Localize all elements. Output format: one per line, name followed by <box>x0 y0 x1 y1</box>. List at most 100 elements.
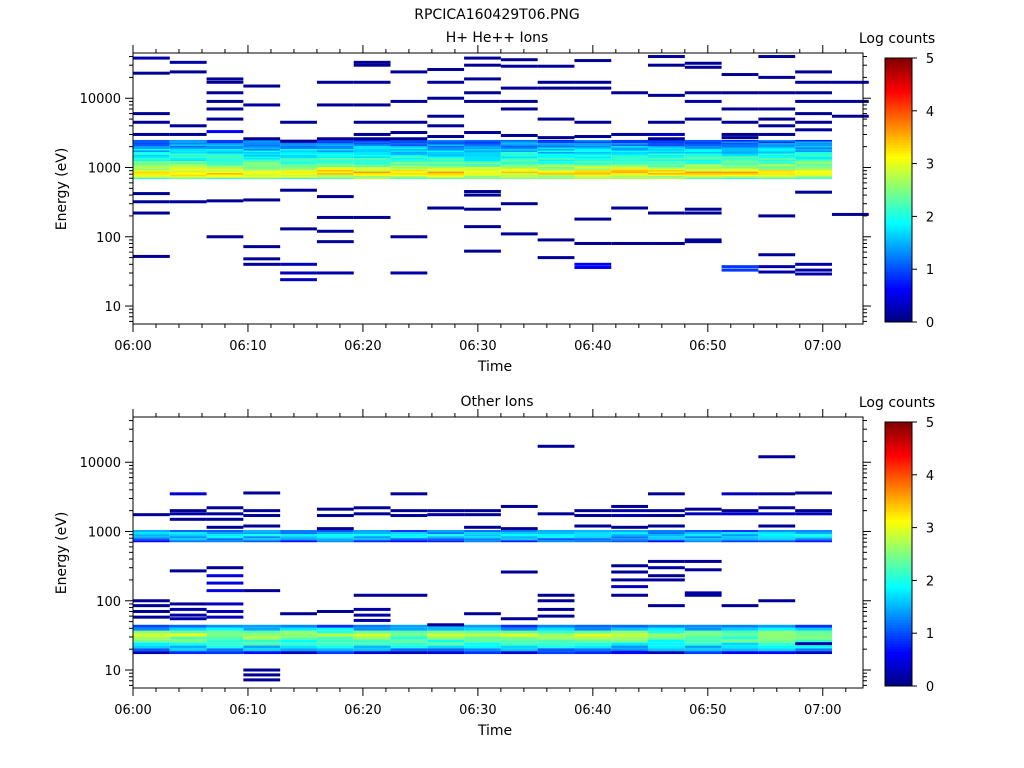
colorbar-segment <box>885 593 912 597</box>
colorbar-segment <box>885 493 912 497</box>
heatmap-cell <box>721 120 759 124</box>
heatmap-cell <box>390 99 428 103</box>
band-cell <box>464 168 501 171</box>
colorbar-segment <box>885 622 912 626</box>
heatmap-cell <box>831 114 869 118</box>
band-cell <box>500 177 538 180</box>
band-cell <box>537 151 575 154</box>
band-cell <box>133 170 170 172</box>
band-cell <box>243 534 281 537</box>
heatmap-cell <box>537 444 575 448</box>
band-cell <box>684 167 722 169</box>
low-band-cell <box>500 633 538 637</box>
colorbar-segment <box>885 314 912 318</box>
band-cell <box>427 139 465 142</box>
low-band-cell <box>390 642 428 646</box>
heatmap-cell <box>133 615 170 619</box>
colorbar-segment <box>885 633 912 637</box>
x-tick-label: 06:10 <box>229 339 266 354</box>
band-cell <box>316 168 354 171</box>
colorbar-tick-label: 1 <box>926 627 934 642</box>
heatmap-cell <box>537 64 575 68</box>
band-cell <box>316 145 354 148</box>
band-cell <box>648 176 685 178</box>
band-cell <box>427 147 465 149</box>
heatmap-cell <box>500 527 538 531</box>
band-cell <box>500 161 538 163</box>
heatmap-cell <box>537 512 575 516</box>
band-cell <box>611 174 649 177</box>
band-cell <box>427 142 465 145</box>
band-cell <box>758 176 796 178</box>
band-cell <box>464 161 501 163</box>
colorbar-segment <box>885 253 912 257</box>
low-band-cell <box>537 633 575 637</box>
heatmap-cell <box>427 124 465 128</box>
low-band-cell <box>390 627 428 631</box>
band-cell <box>721 530 759 533</box>
heatmap-cell <box>684 61 722 65</box>
heatmap-cell <box>169 607 207 611</box>
colorbar-segment <box>885 203 912 207</box>
colorbar-segment <box>885 575 912 579</box>
band-cell <box>353 534 391 537</box>
band-cell <box>390 148 428 151</box>
band-cell <box>574 151 612 154</box>
heatmap-cell <box>353 613 391 617</box>
band-cell <box>611 532 649 535</box>
heatmap-cell <box>795 272 832 276</box>
low-band-cell <box>427 633 465 637</box>
band-cell <box>353 538 391 541</box>
band-cell <box>684 171 722 174</box>
band-cell <box>795 151 832 154</box>
band-cell <box>758 167 796 169</box>
band-cell <box>390 161 428 163</box>
colorbar-segment <box>885 524 912 528</box>
heatmap-cell <box>133 112 170 116</box>
heatmap-cell <box>648 132 685 136</box>
x-tick-label: 06:00 <box>114 703 151 718</box>
band-cell <box>537 153 575 155</box>
band-cell <box>464 173 501 175</box>
low-band-cell <box>721 636 759 640</box>
colorbar-segment <box>885 458 912 462</box>
panel-title: Other Ions <box>460 394 533 410</box>
heatmap-cell <box>758 524 796 528</box>
band-cell <box>648 142 685 145</box>
band-cell <box>795 153 832 155</box>
band-cell <box>390 168 428 171</box>
colorbar-segment <box>885 168 912 172</box>
heatmap-cell <box>500 86 538 90</box>
colorbar-segment <box>885 263 912 267</box>
heatmap-cell <box>390 120 428 124</box>
colorbar-segment <box>885 158 912 162</box>
band-cell <box>758 141 796 143</box>
band-cell <box>243 164 281 166</box>
colorbar-segment <box>885 678 912 682</box>
band-cell <box>169 145 207 148</box>
band-cell <box>133 148 170 151</box>
band-cell <box>795 177 832 180</box>
band-cell <box>280 150 317 152</box>
band-cell <box>574 532 612 535</box>
band-cell <box>721 173 759 175</box>
colorbar-segment <box>885 630 912 634</box>
band-cell <box>574 165 612 168</box>
band-cell <box>280 151 317 154</box>
colorbar-segment <box>885 137 912 141</box>
band-cell <box>758 165 796 168</box>
band-cell <box>464 177 501 180</box>
low-band-cell <box>758 630 796 634</box>
colorbar-segment <box>885 316 912 320</box>
band-cell <box>795 534 832 537</box>
heatmap-cell <box>316 527 354 531</box>
band-cell <box>390 176 428 178</box>
heatmap-cell <box>648 514 685 518</box>
band-cell <box>206 145 244 148</box>
band-cell <box>537 170 575 172</box>
band-cell <box>390 534 428 537</box>
band-cell <box>243 536 281 539</box>
band-cell <box>611 536 649 539</box>
colorbar-tick-label: 4 <box>926 105 934 120</box>
band-cell <box>464 162 501 165</box>
